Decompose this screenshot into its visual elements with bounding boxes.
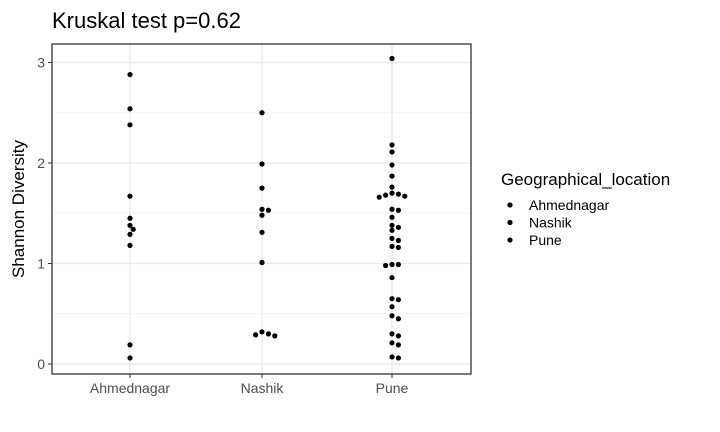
legend-label: Ahmednagar xyxy=(529,197,610,213)
data-point xyxy=(395,342,401,348)
data-point xyxy=(389,173,395,179)
x-axis: Ahmednagar Nashik Pune xyxy=(90,374,409,396)
data-point xyxy=(259,185,265,191)
data-point xyxy=(265,207,271,213)
data-point xyxy=(395,297,401,303)
data-point xyxy=(383,262,389,269)
data-point xyxy=(389,313,395,319)
data-point xyxy=(259,212,265,218)
data-point xyxy=(127,342,133,348)
data-point xyxy=(389,214,395,220)
data-point xyxy=(395,237,401,243)
data-point xyxy=(127,231,133,237)
legend-label: Pune xyxy=(529,232,562,248)
data-point xyxy=(395,191,401,197)
plot-panel xyxy=(51,43,472,375)
data-point xyxy=(259,206,265,212)
data-point xyxy=(395,333,401,339)
data-point xyxy=(253,332,259,338)
data-point xyxy=(127,71,133,78)
data-point xyxy=(389,243,395,250)
data-point xyxy=(389,142,395,148)
data-point xyxy=(389,162,395,168)
data-point xyxy=(389,222,395,228)
data-point xyxy=(376,194,382,200)
data-point xyxy=(127,122,133,128)
data-point xyxy=(259,229,265,235)
y-tick-label: 0 xyxy=(37,356,45,372)
legend-key xyxy=(507,237,513,243)
data-point xyxy=(383,192,389,198)
data-point xyxy=(259,329,265,335)
data-point xyxy=(389,235,395,241)
data-point xyxy=(395,316,401,322)
chart-title: Kruskal test p=0.62 xyxy=(52,8,241,33)
legend: Geographical_location Ahmednagar NashikPu… xyxy=(501,170,670,248)
y-tick-label: 1 xyxy=(37,256,45,272)
data-point xyxy=(259,110,265,116)
data-point xyxy=(389,206,395,212)
data-point xyxy=(389,261,395,268)
data-point xyxy=(127,242,133,249)
data-point xyxy=(389,354,395,360)
data-point xyxy=(389,340,395,346)
data-point xyxy=(389,149,395,155)
data-point xyxy=(395,207,401,213)
data-point xyxy=(389,304,395,310)
data-point xyxy=(389,184,395,190)
data-point xyxy=(395,224,401,230)
data-point xyxy=(127,222,133,228)
data-point xyxy=(395,261,401,268)
data-point xyxy=(127,355,133,361)
data-point xyxy=(389,274,395,281)
legend-label: Nashik xyxy=(529,215,573,231)
x-tick-label: Pune xyxy=(376,380,409,396)
data-point xyxy=(389,331,395,337)
legend-title: Geographical_location xyxy=(501,170,670,189)
data-point xyxy=(259,161,265,167)
data-point xyxy=(389,190,395,196)
x-tick-label: Ahmednagar xyxy=(90,380,171,396)
legend-key xyxy=(507,219,513,226)
data-point xyxy=(395,244,401,251)
data-point xyxy=(402,193,408,199)
data-point xyxy=(272,333,278,339)
data-point xyxy=(389,227,395,233)
legend-key xyxy=(507,202,513,208)
data-point xyxy=(127,106,133,112)
data-point xyxy=(259,259,265,266)
data-point xyxy=(127,215,133,221)
data-point xyxy=(389,296,395,302)
y-axis-title: Shannon Diversity xyxy=(9,140,28,278)
data-point xyxy=(389,55,395,62)
data-points xyxy=(127,55,408,361)
data-point xyxy=(127,193,133,199)
y-tick-label: 2 xyxy=(37,155,45,171)
data-point xyxy=(130,226,136,232)
y-tick-label: 3 xyxy=(37,55,45,71)
y-axis: 0 1 2 3 xyxy=(37,55,52,372)
data-point xyxy=(265,331,271,337)
x-tick-label: Nashik xyxy=(241,380,285,396)
data-point xyxy=(395,355,401,361)
